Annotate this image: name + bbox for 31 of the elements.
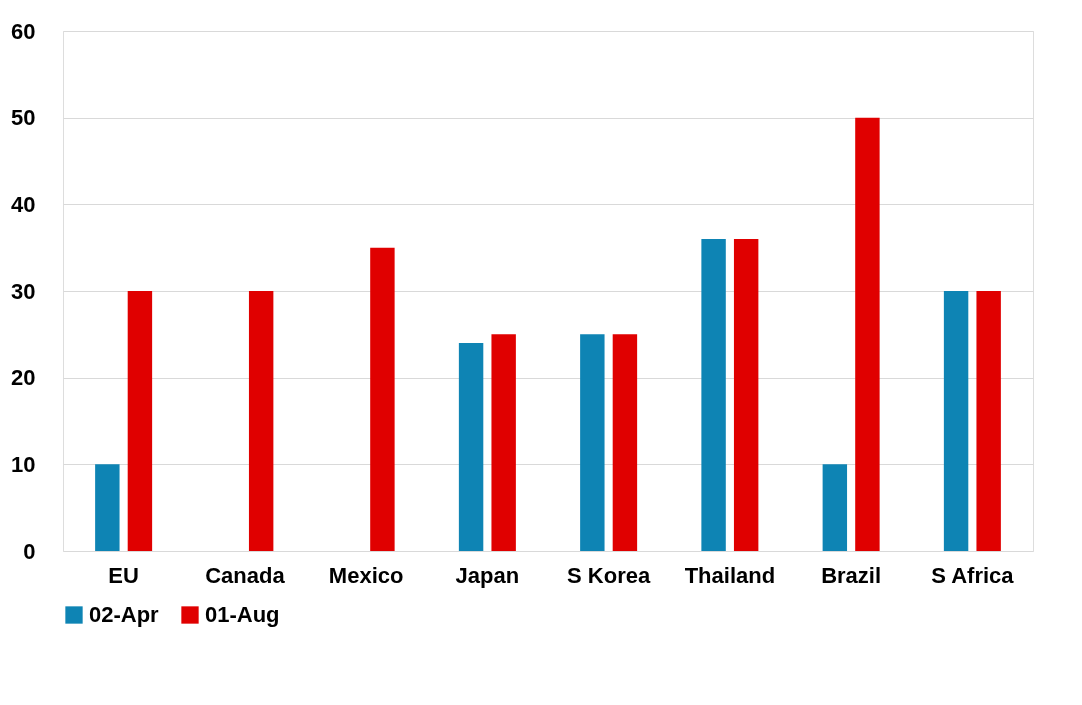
legend-label: 02-Apr	[89, 602, 160, 627]
bar	[855, 117, 880, 551]
x-tick-label: Mexico	[328, 562, 404, 588]
bar	[701, 239, 726, 551]
bar	[95, 464, 120, 551]
bar	[733, 239, 759, 551]
x-tick-label: Japan	[455, 562, 520, 588]
x-tick-label: Brazil	[821, 562, 882, 588]
bar	[491, 334, 516, 551]
bar	[943, 291, 969, 551]
legend-label: 01-Aug	[205, 602, 280, 627]
bar	[370, 247, 395, 551]
y-tick-label: 20	[11, 365, 36, 391]
x-tick-label: Thailand	[684, 562, 776, 588]
bar	[822, 464, 848, 551]
x-tick-label: Canada	[205, 562, 286, 588]
y-tick-label: 30	[11, 278, 36, 304]
y-tick-label: 60	[11, 18, 36, 44]
bar	[580, 334, 605, 551]
y-tick-label: 10	[11, 451, 36, 477]
bar	[612, 334, 638, 551]
bar	[127, 291, 153, 551]
bar	[248, 291, 274, 551]
y-tick-label: 0	[23, 538, 36, 564]
y-tick-label: 40	[11, 191, 36, 217]
bar	[976, 291, 1001, 551]
x-tick-label: EU	[108, 562, 139, 588]
y-tick-label: 50	[11, 105, 36, 131]
x-tick-label: S Africa	[931, 562, 1015, 588]
bar	[458, 343, 484, 551]
x-tick-label: S Korea	[567, 562, 651, 588]
